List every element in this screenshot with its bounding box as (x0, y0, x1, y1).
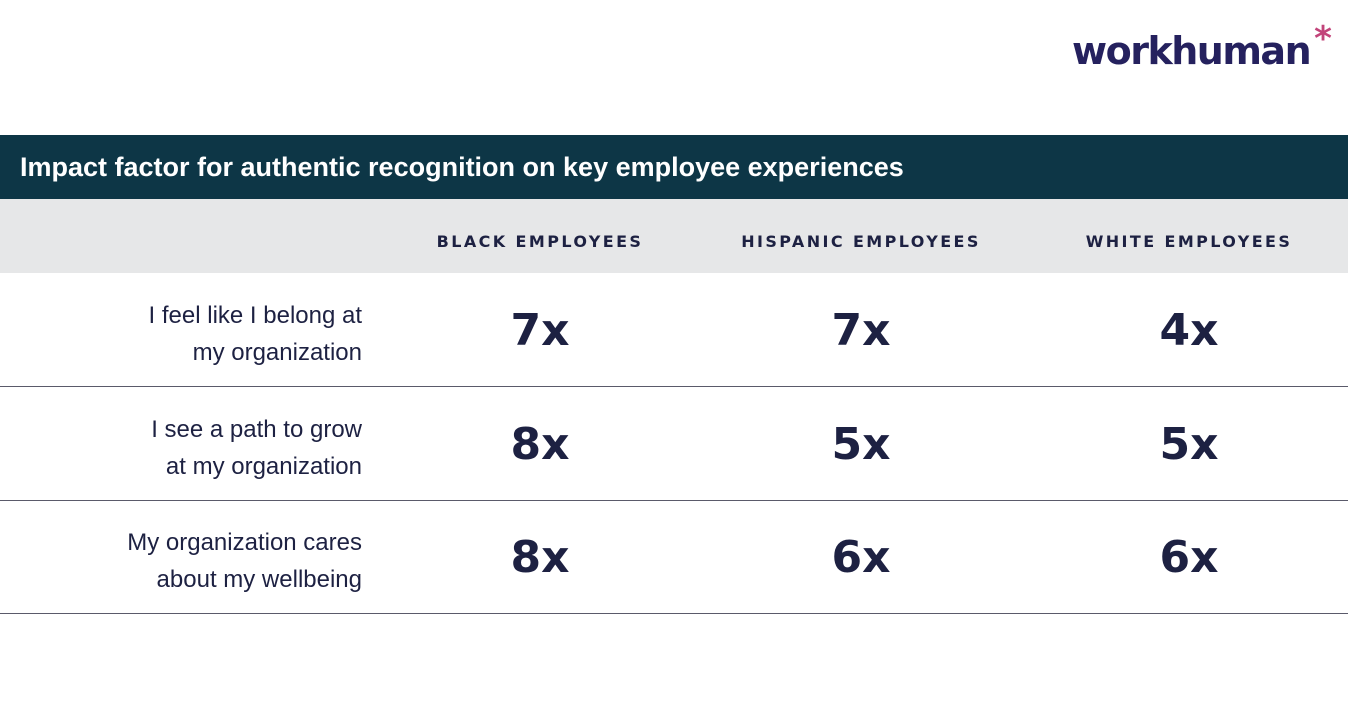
table-row: My organization cares about my wellbeing … (0, 500, 1348, 614)
cell-value: 8x (510, 419, 570, 470)
row-label-line: my organization (192, 339, 362, 366)
cell-value: 5x (1159, 419, 1219, 470)
table-title-bar: Impact factor for authentic recognition … (0, 135, 1348, 199)
row-label: I feel like I belong at my organization (42, 297, 362, 371)
table-row: I see a path to grow at my organization 8… (0, 387, 1348, 501)
cell-value: 6x (1159, 532, 1219, 583)
table-title: Impact factor for authentic recognition … (20, 152, 904, 182)
row-label-line: I feel like I belong at (148, 302, 362, 329)
row-label: My organization cares about my wellbeing (42, 524, 362, 598)
cell-value: 7x (510, 305, 570, 356)
column-header-black: BLACK EMPLOYEES (436, 232, 644, 251)
cell-value: 6x (831, 532, 891, 583)
row-label-line: My organization cares (127, 529, 362, 556)
column-header-hispanic: HISPANIC EMPLOYEES (741, 232, 981, 251)
row-label-line: at my organization (165, 453, 362, 480)
column-header-white: WHITE EMPLOYEES (1085, 232, 1293, 251)
row-label-line: about my wellbeing (156, 566, 362, 593)
workhuman-logo: workhuman * (1072, 19, 1332, 78)
cell-value: 5x (831, 419, 891, 470)
cell-value: 7x (831, 305, 891, 356)
asterisk-icon: * (1314, 19, 1332, 59)
table-row: I feel like I belong at my organization 7… (0, 273, 1348, 387)
logo-text: workhuman (1072, 29, 1312, 73)
column-header-row: BLACK EMPLOYEES HISPANIC EMPLOYEES WHITE… (0, 199, 1348, 273)
row-label: I see a path to grow at my organization (42, 411, 362, 485)
row-label-line: I see a path to grow (151, 416, 362, 443)
cell-value: 8x (510, 532, 570, 583)
cell-value: 4x (1159, 305, 1219, 356)
